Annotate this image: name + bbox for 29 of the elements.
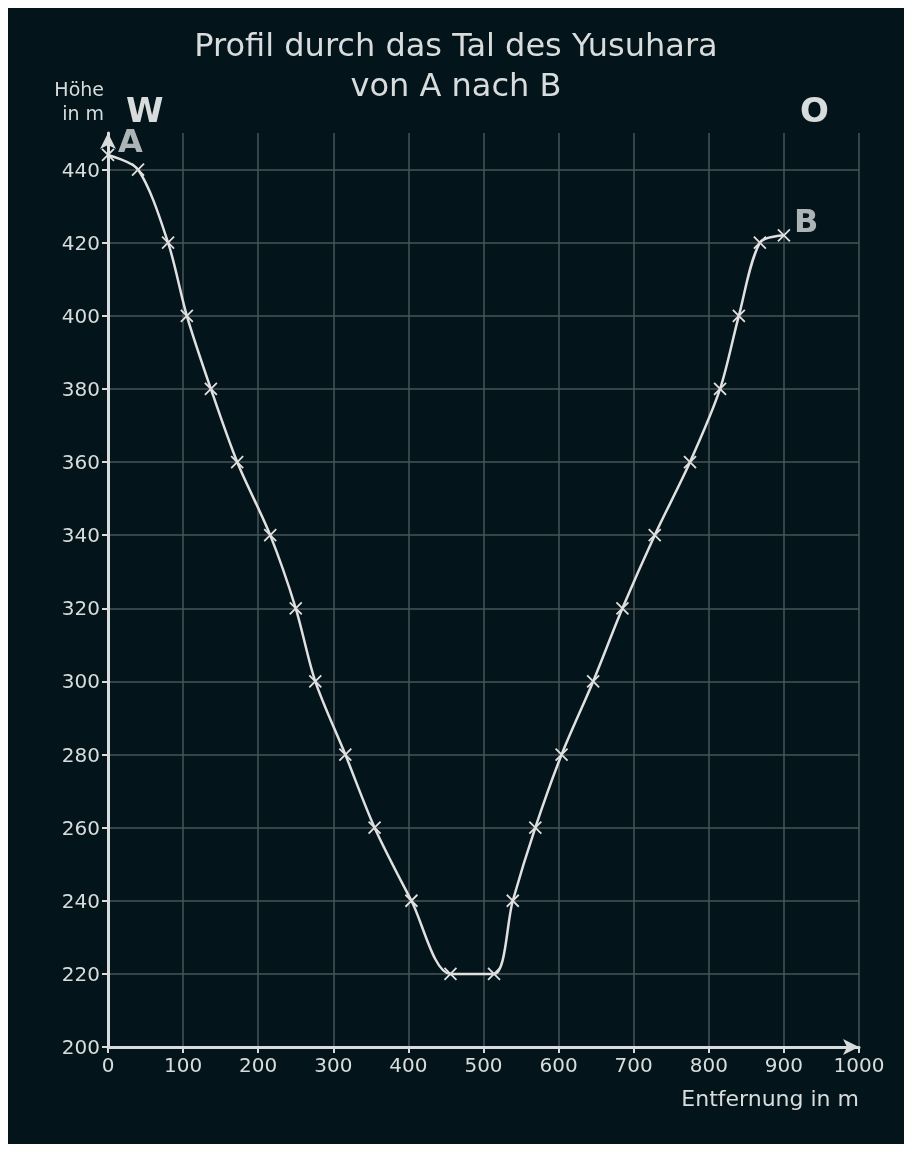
y-tick-label: 240: [61, 888, 100, 913]
x-tick-label: 800: [689, 1053, 728, 1077]
y-tick-label: 300: [61, 669, 100, 694]
y-tick-label: 260: [61, 815, 100, 840]
x-tick-label: 100: [164, 1053, 203, 1077]
x-tick-label: 1000: [833, 1053, 885, 1077]
annotation: B: [793, 202, 819, 241]
x-tick-label: 700: [614, 1053, 653, 1077]
y-tick-label: 340: [61, 523, 100, 548]
y-tick-label: 400: [61, 303, 100, 328]
y-axis-title: Höhe in m: [54, 78, 104, 124]
chart-title: Profil durch das Tal des Yusuhara von A nach B: [194, 26, 718, 104]
y-tick-label: 320: [61, 596, 100, 621]
y-tick-label: 360: [61, 450, 100, 475]
text: O: [800, 90, 829, 130]
y-tick-label: 280: [61, 742, 100, 767]
y-tick-label: 200: [61, 1035, 100, 1059]
y-tick-label: 420: [61, 230, 100, 255]
x-tick-label: 600: [539, 1053, 578, 1077]
x-tick-label: 300: [314, 1053, 353, 1077]
x-tick-label: 900: [764, 1053, 803, 1077]
x-tick-label: 0: [101, 1053, 115, 1077]
x-tick-label: 500: [464, 1053, 503, 1077]
y-tick-label: 220: [61, 961, 100, 986]
y-tick-label: 380: [61, 376, 100, 401]
x-tick-label: 400: [389, 1053, 428, 1077]
x-tick-label: 200: [239, 1053, 278, 1077]
y-tick-label: 440: [61, 157, 100, 182]
x-axis-title: Entfernung in m: [681, 1085, 859, 1111]
